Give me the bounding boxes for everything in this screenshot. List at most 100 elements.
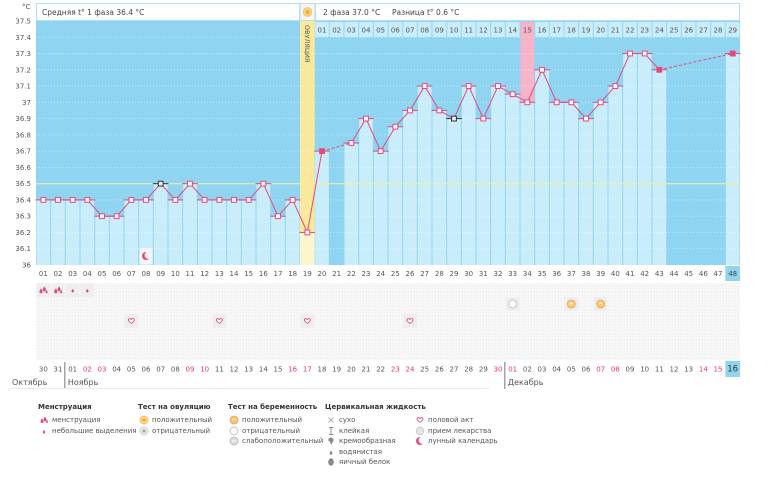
x-tick-label[interactable]: 06 <box>112 270 121 278</box>
x-tick-label[interactable]: 23 <box>362 270 371 278</box>
x-tick-label[interactable]: 36 <box>552 270 561 278</box>
calendar-date[interactable]: 24 <box>406 366 415 374</box>
data-point-marker[interactable] <box>128 197 135 203</box>
x-tick-label[interactable]: 31 <box>479 270 488 278</box>
data-point-marker[interactable] <box>495 83 501 89</box>
temperature-bar[interactable] <box>271 216 285 265</box>
x-tick-label[interactable]: 28 <box>435 270 444 278</box>
temperature-bar[interactable] <box>579 118 593 265</box>
data-point-marker[interactable] <box>289 197 296 203</box>
x-tick-label[interactable]: 46 <box>699 270 708 278</box>
data-point-marker[interactable] <box>641 50 648 57</box>
calendar-date[interactable]: 14 <box>259 366 268 374</box>
temperature-bar[interactable] <box>315 151 329 265</box>
temperature-bar[interactable] <box>153 183 168 265</box>
menstruation-light-icon[interactable] <box>80 283 95 297</box>
x-tick-label[interactable]: 29 <box>450 270 459 278</box>
calendar-date[interactable]: 01 <box>68 366 77 374</box>
x-tick-label[interactable]: 20 <box>318 270 327 278</box>
calendar-date[interactable]: 28 <box>464 366 473 374</box>
data-point-marker[interactable] <box>231 197 237 203</box>
x-tick-label[interactable]: 37 <box>567 270 576 278</box>
pregnancy-positive-icon[interactable] <box>593 297 608 311</box>
x-tick-label[interactable]: 07 <box>127 270 136 278</box>
calendar-date[interactable]: 12 <box>230 366 239 374</box>
x-tick-label[interactable]: 41 <box>626 270 635 278</box>
x-tick-label[interactable]: 27 <box>420 270 429 278</box>
calendar-date[interactable]: 15 <box>714 366 723 374</box>
calendar-date[interactable]: 13 <box>244 366 253 374</box>
x-tick-label[interactable]: 11 <box>186 270 195 278</box>
data-point-marker[interactable] <box>729 50 736 57</box>
data-point-marker[interactable] <box>377 148 384 155</box>
x-tick-label[interactable]: 33 <box>508 270 517 278</box>
calendar-date[interactable]: 31 <box>54 366 63 374</box>
temperature-bar[interactable] <box>344 143 359 265</box>
data-point-marker[interactable] <box>99 213 105 220</box>
x-tick-label[interactable]: 03 <box>68 270 77 278</box>
calendar-date[interactable]: 27 <box>450 366 459 374</box>
calendar-date[interactable]: 09 <box>626 366 635 374</box>
x-tick-label[interactable]: 35 <box>538 270 547 278</box>
menstruation-heavy-icon[interactable] <box>51 283 65 297</box>
x-tick-label[interactable]: 09 <box>156 270 165 278</box>
data-point-marker[interactable] <box>656 66 663 73</box>
calendar-date[interactable]: 22 <box>376 366 385 374</box>
calendar-date[interactable]: 29 <box>479 366 488 374</box>
calendar-date[interactable]: 25 <box>420 366 429 374</box>
calendar-date[interactable]: 06 <box>582 366 591 374</box>
x-tick-label[interactable]: 42 <box>640 270 649 278</box>
temperature-bar[interactable] <box>373 151 388 265</box>
x-tick-label[interactable]: 17 <box>274 270 283 278</box>
x-tick-label[interactable]: 15 <box>244 270 253 278</box>
calendar-date[interactable]: 16 <box>288 366 297 374</box>
x-tick-label[interactable]: 19 <box>303 270 312 278</box>
calendar-date[interactable]: 02 <box>83 366 92 374</box>
calendar-date[interactable]: 07 <box>156 366 165 374</box>
data-point-marker[interactable] <box>172 197 179 203</box>
pregnancy-positive-icon[interactable] <box>564 297 579 311</box>
temperature-bar[interactable] <box>461 86 476 265</box>
x-tick-label[interactable]: 14 <box>230 270 239 278</box>
x-tick-label[interactable]: 38 <box>582 270 591 278</box>
temperature-bar[interactable] <box>491 86 505 265</box>
x-tick-label[interactable]: 47 <box>714 270 723 278</box>
heart-icon[interactable] <box>124 314 139 328</box>
temperature-bar[interactable] <box>623 53 637 266</box>
data-point-marker[interactable] <box>553 99 560 106</box>
data-point-marker[interactable] <box>509 91 516 98</box>
data-point-marker[interactable] <box>304 229 311 236</box>
temperature-bar[interactable] <box>388 126 403 265</box>
x-tick-label[interactable]: 25 <box>391 270 400 278</box>
data-point-marker[interactable] <box>583 115 589 122</box>
x-tick-label[interactable]: 13 <box>215 270 224 278</box>
calendar-date[interactable]: 05 <box>127 366 136 374</box>
temperature-bar[interactable] <box>432 110 447 265</box>
temperature-bar[interactable] <box>725 53 740 266</box>
x-tick-label[interactable]: 24 <box>376 270 385 278</box>
x-tick-label[interactable]: 48 <box>728 270 737 278</box>
x-tick-label[interactable]: 21 <box>332 270 341 278</box>
data-point-marker[interactable] <box>465 83 472 89</box>
x-tick-label[interactable]: 16 <box>259 270 268 278</box>
data-point-marker[interactable] <box>597 99 604 106</box>
data-point-marker[interactable] <box>524 99 531 106</box>
x-tick-label[interactable]: 10 <box>171 270 180 278</box>
x-tick-label[interactable]: 05 <box>98 270 107 278</box>
data-point-marker[interactable] <box>568 99 575 106</box>
heart-icon[interactable] <box>403 314 417 328</box>
temperature-bar[interactable] <box>124 199 139 265</box>
data-point-marker[interactable] <box>143 197 149 203</box>
temperature-bar[interactable] <box>403 110 417 265</box>
temperature-bar[interactable] <box>652 69 667 265</box>
heart-icon[interactable] <box>300 314 315 328</box>
x-tick-label[interactable]: 30 <box>464 270 473 278</box>
x-tick-label[interactable]: 45 <box>684 270 693 278</box>
excluded-point-marker[interactable] <box>451 115 457 122</box>
x-tick-label[interactable]: 40 <box>611 270 620 278</box>
x-tick-label[interactable]: 18 <box>288 270 297 278</box>
x-tick-label[interactable]: 43 <box>655 270 664 278</box>
temperature-bar[interactable] <box>608 86 623 265</box>
data-point-marker[interactable] <box>201 197 208 203</box>
temperature-bar[interactable] <box>183 183 197 265</box>
